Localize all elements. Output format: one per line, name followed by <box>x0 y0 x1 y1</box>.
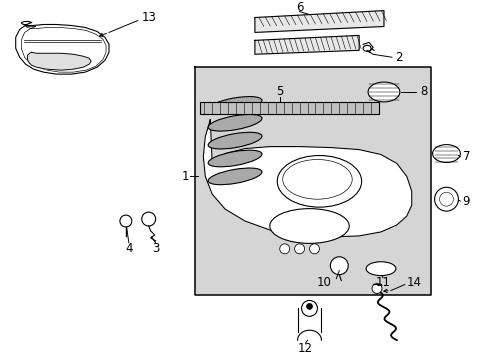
Ellipse shape <box>366 262 395 276</box>
Ellipse shape <box>208 150 262 167</box>
Bar <box>195 67 430 296</box>
Text: 4: 4 <box>125 242 132 255</box>
Ellipse shape <box>269 209 348 243</box>
Polygon shape <box>254 10 383 32</box>
Text: 11: 11 <box>375 276 390 289</box>
Circle shape <box>120 215 132 227</box>
Text: 13: 13 <box>141 11 156 24</box>
Text: 3: 3 <box>152 242 159 255</box>
Circle shape <box>142 212 155 226</box>
Ellipse shape <box>208 96 262 113</box>
Text: 14: 14 <box>406 276 420 289</box>
Ellipse shape <box>208 168 262 185</box>
Polygon shape <box>203 120 411 237</box>
Circle shape <box>371 284 381 293</box>
Polygon shape <box>254 35 358 54</box>
Circle shape <box>434 187 457 211</box>
Circle shape <box>294 244 304 254</box>
Text: 5: 5 <box>276 85 283 99</box>
Circle shape <box>439 192 452 206</box>
Text: 8: 8 <box>419 85 427 99</box>
Bar <box>200 102 378 114</box>
Ellipse shape <box>282 159 351 199</box>
Text: 1: 1 <box>182 170 189 183</box>
Circle shape <box>301 301 317 316</box>
Circle shape <box>279 244 289 254</box>
Ellipse shape <box>277 156 361 207</box>
Circle shape <box>330 257 347 275</box>
Circle shape <box>309 244 319 254</box>
Ellipse shape <box>432 145 460 162</box>
Text: 6: 6 <box>295 1 303 14</box>
Text: 10: 10 <box>316 276 331 289</box>
Ellipse shape <box>208 114 262 131</box>
Text: 9: 9 <box>462 195 469 208</box>
Polygon shape <box>16 22 109 74</box>
Circle shape <box>306 303 312 309</box>
Text: 7: 7 <box>462 150 469 163</box>
Text: 2: 2 <box>394 51 402 64</box>
Ellipse shape <box>367 82 399 102</box>
Text: 12: 12 <box>298 342 312 355</box>
Ellipse shape <box>363 45 370 51</box>
Ellipse shape <box>208 132 262 149</box>
Polygon shape <box>27 52 91 70</box>
